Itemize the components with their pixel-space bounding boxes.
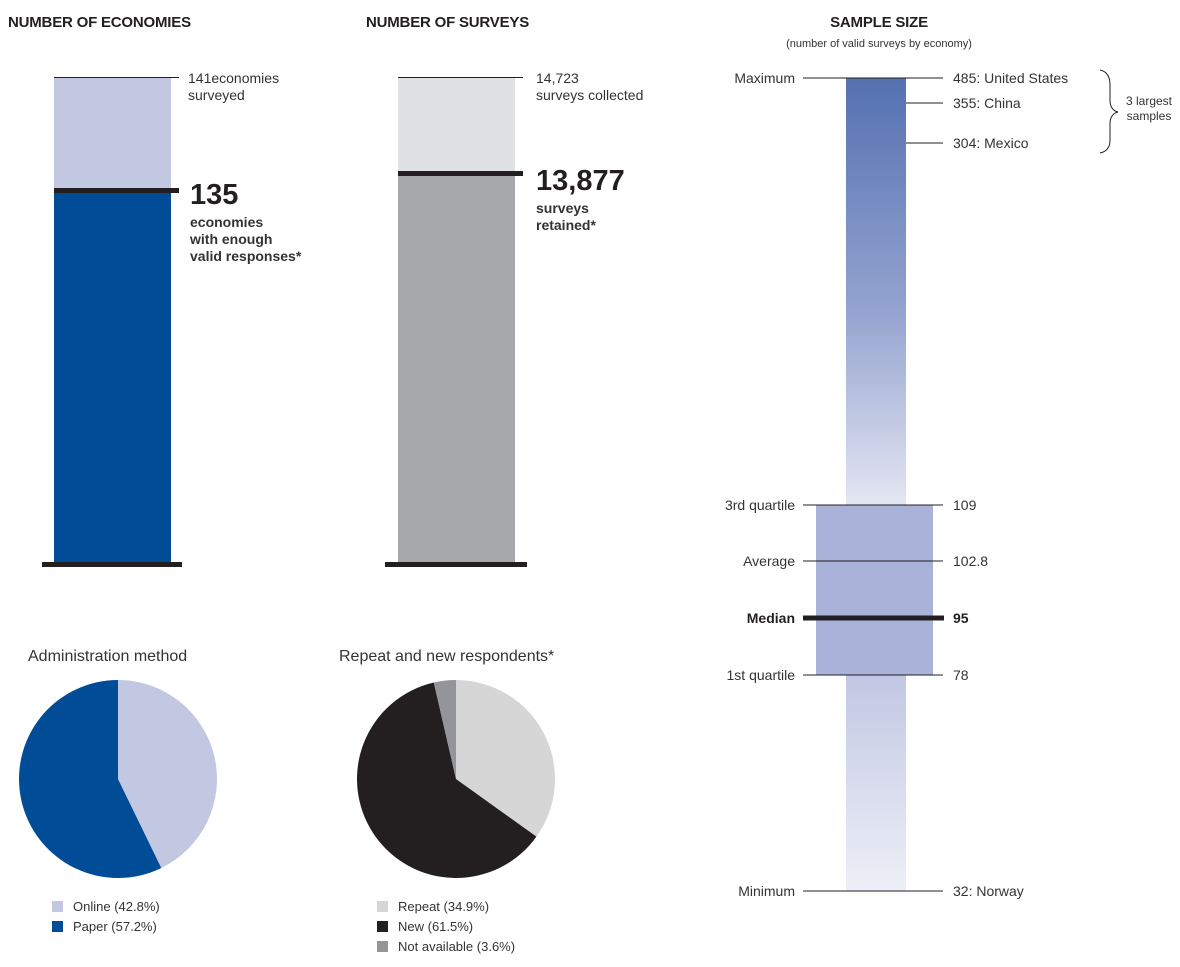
sample-lower-whisker — [846, 675, 906, 891]
surveys-retained-bar — [398, 174, 515, 565]
largest-samples-bracket — [1099, 69, 1119, 154]
surveys-collected-bar — [398, 78, 515, 174]
legend-swatch-not-available — [377, 940, 388, 952]
surveys-retained-label: 13,877 surveys retained* — [536, 165, 625, 233]
sample-subheading: (number of valid surveys by economy) — [786, 38, 972, 50]
legend-swatch-repeat — [377, 900, 388, 912]
economies-valid-label: 135 economies with enough valid response… — [190, 179, 302, 264]
legend-new: New (61.5%) — [377, 916, 515, 936]
surveys-heading: NUMBER OF SURVEYS — [366, 14, 530, 31]
pie-slice-not-available — [433, 680, 456, 779]
label-average: Average — [743, 553, 795, 569]
pie-slice-online — [118, 680, 218, 869]
legend-repeat: Repeat (34.9%) — [377, 896, 515, 916]
pie-slice-new — [356, 682, 537, 878]
economies-surveyed-label: 141economies surveyed — [188, 70, 280, 103]
value-min: 32: Norway — [953, 883, 1024, 899]
economies-surveyed-tick — [54, 77, 179, 78]
value-max: 485: United States — [953, 70, 1069, 86]
label-median: Median — [746, 610, 795, 626]
pie-slice-paper — [19, 680, 162, 878]
legend-not-available: Not available (3.6%) — [377, 936, 515, 956]
label-minimum: Minimum — [738, 883, 795, 899]
value-china: 355: China — [953, 95, 1021, 111]
repeat-pie-title: Repeat and new respondents* — [339, 648, 555, 665]
admin-pie-title: Administration method — [28, 648, 188, 665]
value-mexico: 304: Mexico — [953, 135, 1029, 151]
economies-valid-bar — [54, 191, 171, 565]
pie-slice-repeat — [456, 680, 555, 837]
repeat-legend: Repeat (34.9%) New (61.5%) Not available… — [377, 896, 515, 956]
value-q3: 109 — [953, 497, 977, 513]
surveys-collected-label: 14,723 surveys collected — [536, 70, 644, 103]
legend-online: Online (42.8%) — [52, 896, 160, 916]
legend-swatch-new — [377, 920, 388, 932]
economies-baseline — [42, 562, 182, 567]
economies-valid-tick — [54, 188, 179, 193]
label-q3: 3rd quartile — [724, 497, 795, 513]
value-average: 102.8 — [953, 553, 989, 569]
repeat-pie-chart — [356, 680, 555, 878]
sample-heading: SAMPLE SIZE — [830, 14, 928, 31]
label-maximum: Maximum — [734, 70, 795, 86]
legend-swatch-paper — [52, 920, 63, 932]
sample-upper-whisker — [846, 78, 906, 505]
admin-legend: Online (42.8%) Paper (57.2%) — [52, 896, 160, 936]
economies-heading: NUMBER OF ECONOMIES — [8, 14, 191, 31]
legend-paper: Paper (57.2%) — [52, 916, 160, 936]
surveys-retained-tick — [398, 171, 523, 176]
value-median: 95 — [953, 610, 969, 626]
legend-swatch-online — [52, 900, 63, 912]
sample-iqr-box — [816, 505, 933, 675]
surveys-baseline — [385, 562, 527, 567]
value-q1: 78 — [953, 667, 969, 683]
label-q1: 1st quartile — [726, 667, 795, 683]
surveys-collected-tick — [398, 77, 523, 78]
admin-pie-chart — [19, 680, 218, 878]
economies-surveyed-bar — [54, 78, 171, 191]
largest-samples-label: 3 largest samples — [1125, 94, 1173, 123]
